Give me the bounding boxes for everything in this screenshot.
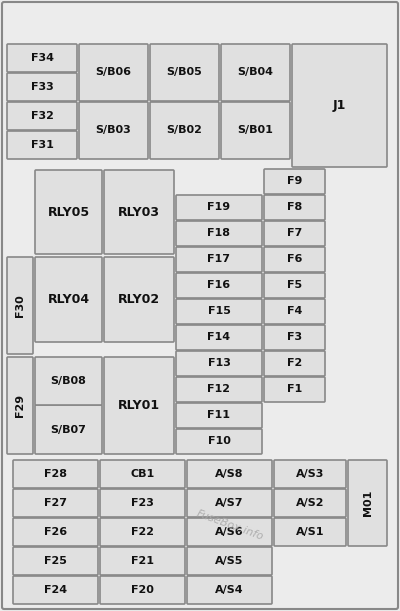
Text: F13: F13 <box>208 359 230 368</box>
FancyBboxPatch shape <box>176 247 262 272</box>
FancyBboxPatch shape <box>221 44 290 101</box>
Text: M01: M01 <box>362 490 372 516</box>
FancyBboxPatch shape <box>35 170 102 254</box>
Text: FuseBox.info: FuseBox.info <box>195 508 265 542</box>
Text: RLY04: RLY04 <box>48 293 90 306</box>
Text: F30: F30 <box>15 294 25 317</box>
Text: F28: F28 <box>44 469 67 479</box>
Text: F31: F31 <box>30 140 54 150</box>
FancyBboxPatch shape <box>264 247 325 272</box>
Text: F27: F27 <box>44 498 67 508</box>
Text: F4: F4 <box>287 307 302 316</box>
FancyBboxPatch shape <box>187 547 272 575</box>
FancyBboxPatch shape <box>104 357 174 454</box>
FancyBboxPatch shape <box>187 489 272 517</box>
FancyBboxPatch shape <box>100 489 185 517</box>
FancyBboxPatch shape <box>348 460 387 546</box>
FancyBboxPatch shape <box>264 195 325 220</box>
FancyBboxPatch shape <box>100 518 185 546</box>
FancyBboxPatch shape <box>176 325 262 350</box>
FancyBboxPatch shape <box>274 489 346 517</box>
FancyBboxPatch shape <box>104 257 174 342</box>
Text: F11: F11 <box>208 411 230 420</box>
FancyBboxPatch shape <box>100 460 185 488</box>
Text: RLY02: RLY02 <box>118 293 160 306</box>
FancyBboxPatch shape <box>264 273 325 298</box>
Text: S/B07: S/B07 <box>50 425 86 434</box>
FancyBboxPatch shape <box>274 518 346 546</box>
Text: F17: F17 <box>208 255 230 265</box>
Text: A/S8: A/S8 <box>215 469 244 479</box>
FancyBboxPatch shape <box>13 547 98 575</box>
Text: F23: F23 <box>131 498 154 508</box>
FancyBboxPatch shape <box>150 44 219 101</box>
FancyBboxPatch shape <box>7 257 33 354</box>
FancyBboxPatch shape <box>292 44 387 167</box>
Text: S/B08: S/B08 <box>50 376 86 386</box>
FancyBboxPatch shape <box>264 377 325 402</box>
Text: A/S4: A/S4 <box>215 585 244 595</box>
Text: F3: F3 <box>287 332 302 343</box>
Text: RLY03: RLY03 <box>118 205 160 219</box>
Text: S/B01: S/B01 <box>238 125 274 136</box>
Text: F14: F14 <box>208 332 230 343</box>
Text: F24: F24 <box>44 585 67 595</box>
FancyBboxPatch shape <box>79 44 148 101</box>
Text: S/B05: S/B05 <box>167 67 202 78</box>
Text: A/S1: A/S1 <box>296 527 324 537</box>
Text: F29: F29 <box>15 394 25 417</box>
FancyBboxPatch shape <box>176 221 262 246</box>
Text: F22: F22 <box>131 527 154 537</box>
Text: F15: F15 <box>208 307 230 316</box>
Text: A/S3: A/S3 <box>296 469 324 479</box>
Text: RLY01: RLY01 <box>118 399 160 412</box>
FancyBboxPatch shape <box>264 299 325 324</box>
Text: F21: F21 <box>131 556 154 566</box>
FancyBboxPatch shape <box>7 44 77 72</box>
FancyBboxPatch shape <box>264 325 325 350</box>
FancyBboxPatch shape <box>100 576 185 604</box>
FancyBboxPatch shape <box>176 351 262 376</box>
FancyBboxPatch shape <box>274 460 346 488</box>
Text: F20: F20 <box>131 585 154 595</box>
Text: F1: F1 <box>287 384 302 395</box>
FancyBboxPatch shape <box>176 377 262 402</box>
FancyBboxPatch shape <box>176 429 262 454</box>
Text: F7: F7 <box>287 229 302 238</box>
FancyBboxPatch shape <box>13 518 98 546</box>
FancyBboxPatch shape <box>35 257 102 342</box>
FancyBboxPatch shape <box>176 403 262 428</box>
Text: F32: F32 <box>30 111 54 121</box>
FancyBboxPatch shape <box>150 102 219 159</box>
Text: F2: F2 <box>287 359 302 368</box>
FancyBboxPatch shape <box>13 576 98 604</box>
Text: A/S6: A/S6 <box>215 527 244 537</box>
Text: F18: F18 <box>208 229 230 238</box>
Text: CB1: CB1 <box>130 469 155 479</box>
Text: F12: F12 <box>208 384 230 395</box>
Text: F34: F34 <box>30 53 54 63</box>
FancyBboxPatch shape <box>13 460 98 488</box>
FancyBboxPatch shape <box>7 357 33 454</box>
FancyBboxPatch shape <box>35 405 102 454</box>
Text: F10: F10 <box>208 436 230 447</box>
Text: F5: F5 <box>287 280 302 290</box>
Text: S/B04: S/B04 <box>238 67 274 78</box>
FancyBboxPatch shape <box>187 460 272 488</box>
Text: F26: F26 <box>44 527 67 537</box>
FancyBboxPatch shape <box>264 221 325 246</box>
FancyBboxPatch shape <box>7 131 77 159</box>
Text: F9: F9 <box>287 177 302 186</box>
Text: F19: F19 <box>208 202 230 213</box>
FancyBboxPatch shape <box>7 102 77 130</box>
FancyBboxPatch shape <box>176 195 262 220</box>
Text: S/B03: S/B03 <box>96 125 131 136</box>
FancyBboxPatch shape <box>100 547 185 575</box>
Text: F33: F33 <box>31 82 53 92</box>
FancyBboxPatch shape <box>187 518 272 546</box>
FancyBboxPatch shape <box>264 169 325 194</box>
FancyBboxPatch shape <box>176 273 262 298</box>
FancyBboxPatch shape <box>221 102 290 159</box>
FancyBboxPatch shape <box>79 102 148 159</box>
